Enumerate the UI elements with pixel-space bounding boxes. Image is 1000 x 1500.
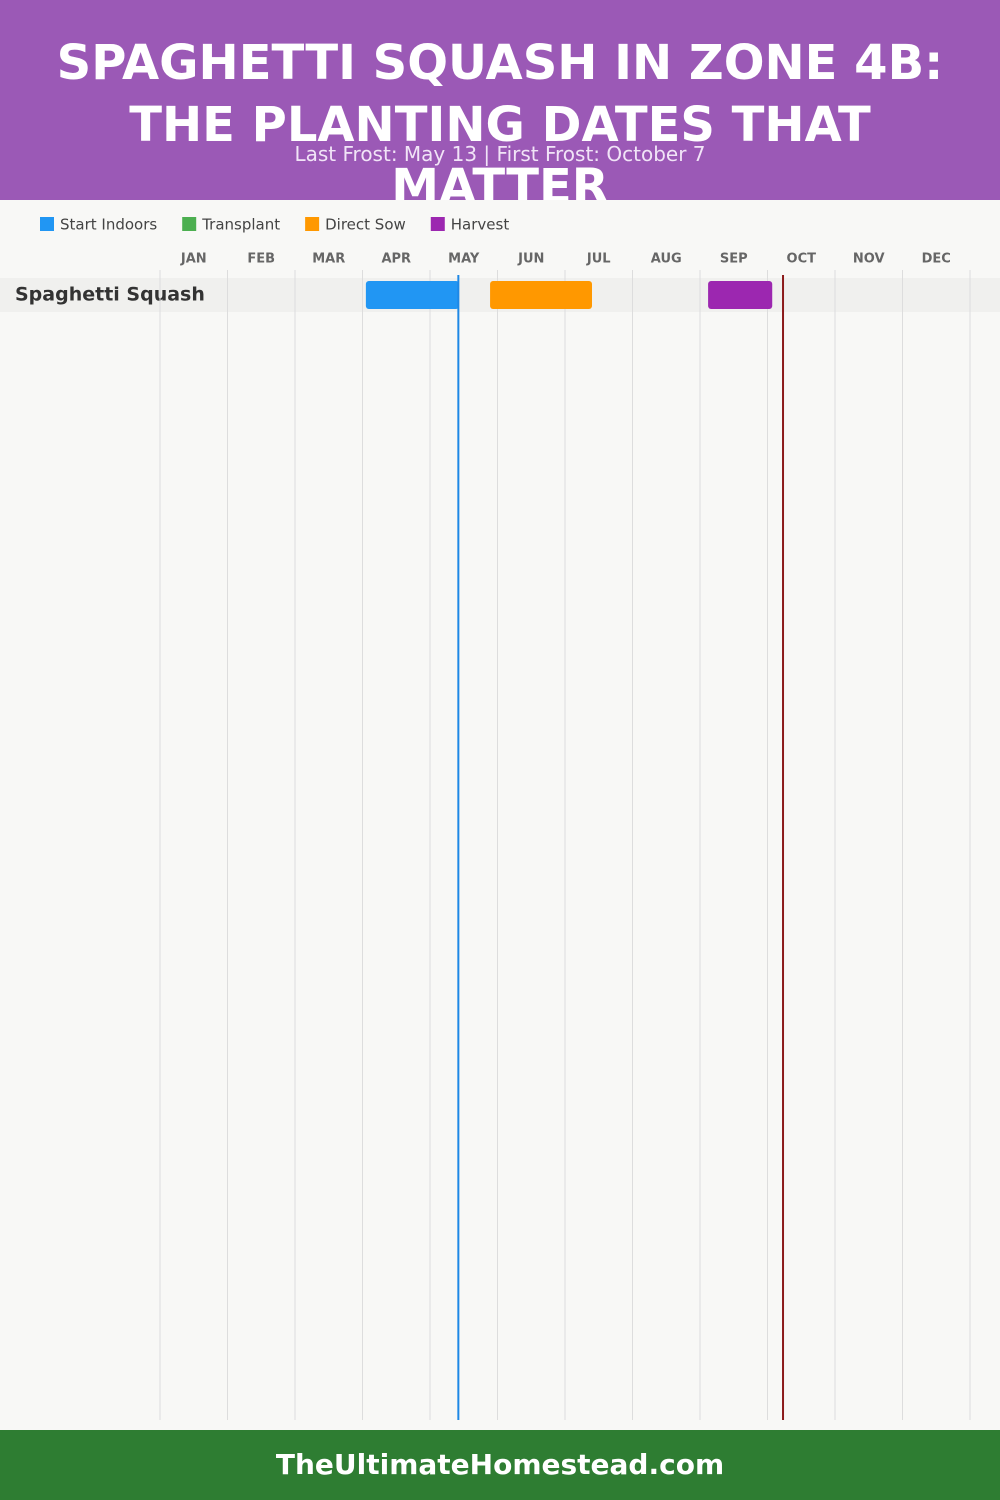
x-tick-label: JUN <box>517 252 544 267</box>
x-tick-label: MAY <box>448 252 480 267</box>
row-label: Spaghetti Squash <box>15 284 205 306</box>
header: SPAGHETTI SQUASH IN ZONE 4B: THE PLANTIN… <box>0 0 1000 200</box>
x-tick-label: MAR <box>312 252 345 267</box>
x-tick-label: NOV <box>853 252 885 267</box>
legend-label: Direct Sow <box>325 216 406 234</box>
x-tick-label: DEC <box>922 252 951 267</box>
chart-title: SPAGHETTI SQUASH IN ZONE 4B: THE PLANTIN… <box>56 35 944 200</box>
x-tick-label: JAN <box>180 252 207 267</box>
x-tick-label: SEP <box>720 252 748 267</box>
legend-label: Harvest <box>451 216 510 234</box>
footer: TheUltimateHomestead.com <box>0 1430 1000 1500</box>
chart: Start Indoors Transplant Direct Sow Harvest… <box>0 216 1000 1420</box>
task-bar <box>490 281 592 309</box>
x-tick-label: FEB <box>247 252 275 267</box>
x-tick-label: OCT <box>787 252 817 267</box>
legend-label: Start Indoors <box>60 216 157 234</box>
legend-label: Transplant <box>201 216 280 234</box>
legend-swatch <box>305 217 320 231</box>
legend-swatch <box>182 217 197 231</box>
task-bar <box>365 281 460 309</box>
x-tick-label: AUG <box>651 252 682 267</box>
x-tick-label: JUL <box>586 252 611 267</box>
legend-swatch <box>40 217 54 231</box>
task-bar <box>708 281 773 309</box>
chart-subtitle: Last Frost: May 13 | First Frost: Octobe… <box>294 142 706 166</box>
x-tick-label: APR <box>381 252 411 267</box>
legend-swatch <box>430 217 445 231</box>
